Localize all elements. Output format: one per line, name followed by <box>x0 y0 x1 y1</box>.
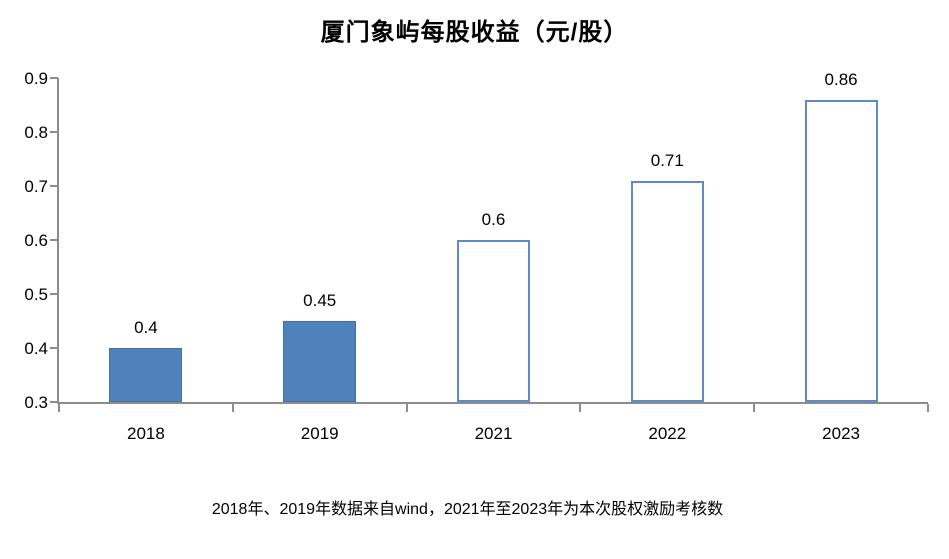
bar-2023 <box>804 100 878 402</box>
category-slot: 0.6 2021 <box>407 78 581 442</box>
y-axis-label: 0.4 <box>24 339 48 358</box>
data-label-2022: 0.71 <box>650 151 684 170</box>
bar-2022 <box>630 181 704 402</box>
bar-2019 <box>283 321 357 402</box>
x-axis-tick <box>753 404 756 412</box>
chart-footnote: 2018年、2019年数据来自wind，2021年至2023年为本次股权激励考核… <box>211 501 724 518</box>
y-axis-label: 0.5 <box>24 285 48 304</box>
y-axis-tick <box>50 239 58 241</box>
category-slot: 0.86 2023 <box>754 71 928 442</box>
category-slot: 0.4 2018 <box>59 78 233 442</box>
category-slot: 0.45 2019 <box>233 78 407 442</box>
y-axis-label: 0.9 <box>24 69 48 88</box>
y-axis-tick <box>50 77 58 79</box>
data-label-2021: 0.6 <box>481 210 506 229</box>
category-slot: 0.71 2022 <box>580 78 754 442</box>
y-axis-tick <box>50 185 58 187</box>
x-axis-tick <box>579 404 582 412</box>
y-axis-label: 0.7 <box>24 177 48 196</box>
x-axis-tick <box>405 404 408 412</box>
y-axis-tick <box>50 347 58 349</box>
y-axis-tick <box>50 401 58 403</box>
y-axis-label: 0.3 <box>24 393 48 412</box>
bar-2021 <box>456 240 530 402</box>
x-axis-tick <box>231 404 234 412</box>
x-axis-label-2019: 2019 <box>300 424 339 443</box>
x-axis-label-2022: 2022 <box>648 424 687 443</box>
y-axis-tick <box>50 131 58 133</box>
data-label-2019: 0.45 <box>303 291 337 310</box>
x-axis-label-2018: 2018 <box>126 424 165 443</box>
bar-2018 <box>109 348 183 402</box>
data-label-2023: 0.86 <box>824 70 858 89</box>
x-axis-label-2021: 2021 <box>474 424 513 443</box>
x-axis-label-2023: 2023 <box>822 424 860 443</box>
plot-area: 0.9 0.8 0.7 0.6 0.5 0.4 0.3 0.4 2018 0.45 2019 0.6 2… <box>24 70 929 442</box>
chart-title: 厦门象屿每股收益（元/股） <box>320 19 629 46</box>
y-axis-label: 0.6 <box>24 231 48 250</box>
y-axis-label: 0.8 <box>24 123 48 142</box>
data-label-2018: 0.4 <box>134 318 158 337</box>
y-axis-tick <box>50 293 58 295</box>
x-axis-tick <box>58 404 60 412</box>
x-axis-tick <box>927 404 929 412</box>
